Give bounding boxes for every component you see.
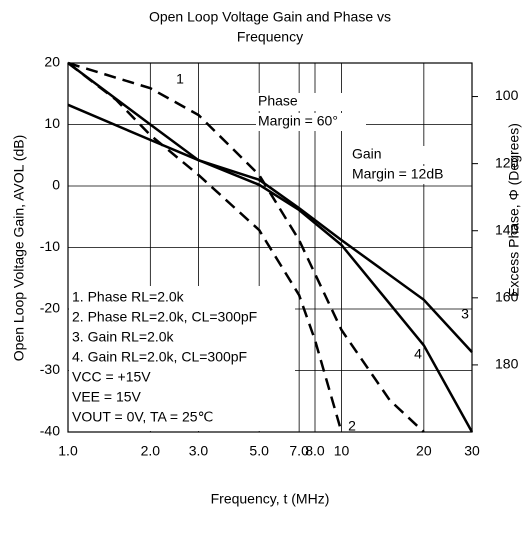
x-tick-label: 30 [464, 443, 480, 459]
x-tick-label: 8.0 [305, 443, 325, 459]
chart-title: Open Loop Voltage Gain and Phase vs [149, 9, 391, 25]
annotation-bg [256, 113, 366, 131]
y-axis-label: Open Loop Voltage Gain, AVOL (dB) [11, 135, 27, 361]
curve-label: 2 [348, 418, 356, 434]
annotation-bg [256, 93, 366, 111]
legend-entry: 3. Gain RL=2.0k [72, 329, 175, 345]
y2-tick-label: 180 [495, 356, 519, 372]
x-tick-label: 7.0 [289, 443, 309, 459]
curve-label: 3 [461, 306, 469, 322]
chart-title: Frequency [237, 29, 303, 45]
legend-box [69, 286, 295, 431]
y-tick-label: -40 [40, 423, 60, 439]
plot-frame [67, 62, 473, 433]
note: VEE = 15V [72, 389, 142, 405]
y2-tick-label: 140 [495, 221, 519, 237]
annotation: Phase [258, 93, 298, 109]
x-tick-label: 1.0 [58, 443, 78, 459]
y-tick-label: -10 [40, 238, 60, 254]
y-tick-label: -30 [40, 361, 60, 377]
annotation: Margin = 12dB [352, 166, 443, 182]
annotation-bg [350, 146, 460, 164]
legend-entry: 2. Phase RL=2.0k, CL=300pF [72, 309, 257, 325]
y2-tick-label: 100 [495, 87, 519, 103]
annotation: Gain [352, 146, 382, 162]
x-tick-label: 10 [334, 443, 350, 459]
x-tick-label: 3.0 [189, 443, 209, 459]
x-tick-label: 5.0 [249, 443, 269, 459]
y2-tick-label: 160 [495, 289, 519, 305]
x-tick-label: 2.0 [141, 443, 161, 459]
x-axis-label: Frequency, t (MHz) [211, 491, 330, 507]
annotation: Margin = 60° [258, 113, 338, 129]
y2-axis-label: Excess Phase, Φ (Degrees) [506, 123, 522, 297]
y-tick-label: -20 [40, 300, 60, 316]
series-line [67, 61, 425, 433]
series-line [67, 103, 473, 353]
series-line [67, 62, 343, 433]
y-tick-label: 10 [44, 115, 60, 131]
note: VOUT = 0V, TA = 25℃ [72, 409, 213, 425]
annotation-bg [350, 166, 460, 184]
legend-entry: 4. Gain RL=2.0k, CL=300pF [72, 349, 247, 365]
y2-tick-label: 120 [495, 154, 519, 170]
legend-entry: 1. Phase RL=2.0k [72, 289, 185, 305]
note: VCC = +15V [72, 369, 151, 385]
curve-label: 1 [176, 71, 184, 87]
series-line [67, 61, 474, 433]
y-tick-label: 0 [52, 177, 60, 193]
x-tick-label: 20 [416, 443, 432, 459]
curve-label: 4 [414, 346, 422, 362]
y-tick-label: 20 [44, 54, 60, 70]
